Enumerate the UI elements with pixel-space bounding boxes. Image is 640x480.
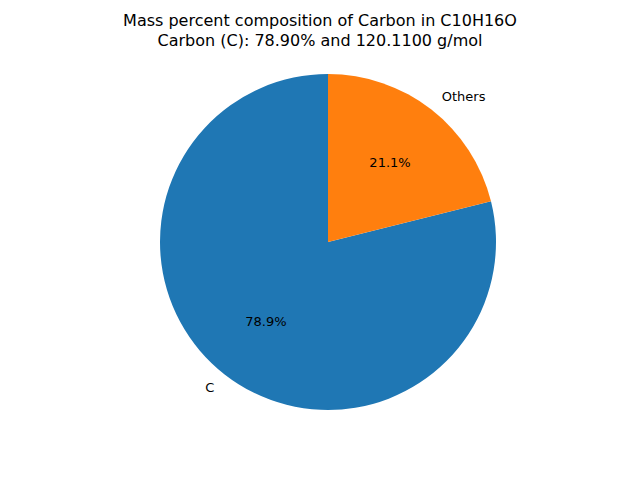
data-label: 78.9%	[245, 314, 286, 329]
labels: C 78.9% Others 21.1%	[205, 89, 485, 395]
slice	[328, 74, 491, 242]
subtitle: Carbon (C): 78.90% and 120.1100 g/mol	[158, 31, 483, 50]
pie	[160, 74, 496, 410]
slice-label: Others	[442, 89, 486, 104]
title: Mass percent composition of Carbon in C1…	[123, 11, 517, 30]
chart: Mass percent composition of Carbon in C1…	[0, 0, 640, 480]
slice	[160, 74, 496, 410]
slice-label: C	[205, 380, 214, 395]
data-label: 21.1%	[369, 155, 410, 170]
